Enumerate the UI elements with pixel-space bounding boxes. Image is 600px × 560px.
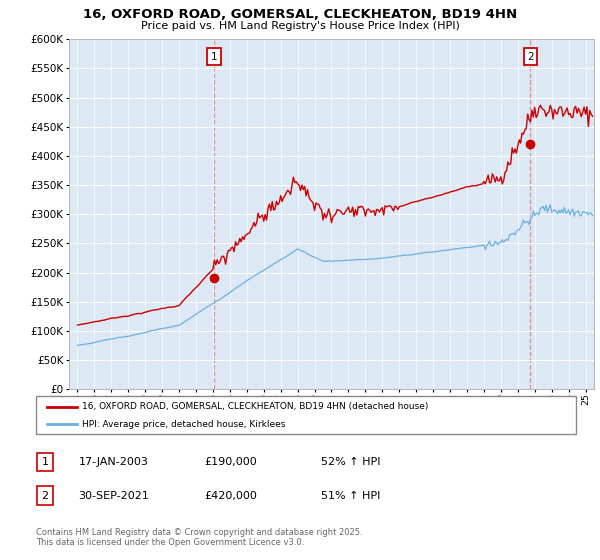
Text: 52% ↑ HPI: 52% ↑ HPI [321,457,381,467]
Text: Contains HM Land Registry data © Crown copyright and database right 2025.
This d: Contains HM Land Registry data © Crown c… [36,528,362,547]
Text: 16, OXFORD ROAD, GOMERSAL, CLECKHEATON, BD19 4HN: 16, OXFORD ROAD, GOMERSAL, CLECKHEATON, … [83,8,517,21]
Text: 16, OXFORD ROAD, GOMERSAL, CLECKHEATON, BD19 4HN (detached house): 16, OXFORD ROAD, GOMERSAL, CLECKHEATON, … [82,402,428,411]
Text: 17-JAN-2003: 17-JAN-2003 [79,457,149,467]
Text: 2: 2 [527,52,534,62]
Text: £420,000: £420,000 [205,491,257,501]
Text: 1: 1 [41,457,49,467]
Text: Price paid vs. HM Land Registry's House Price Index (HPI): Price paid vs. HM Land Registry's House … [140,21,460,31]
Text: 51% ↑ HPI: 51% ↑ HPI [322,491,380,501]
Text: 2: 2 [41,491,49,501]
Text: 30-SEP-2021: 30-SEP-2021 [79,491,149,501]
Text: HPI: Average price, detached house, Kirklees: HPI: Average price, detached house, Kirk… [82,420,285,429]
Text: £190,000: £190,000 [205,457,257,467]
Text: 1: 1 [211,52,217,62]
